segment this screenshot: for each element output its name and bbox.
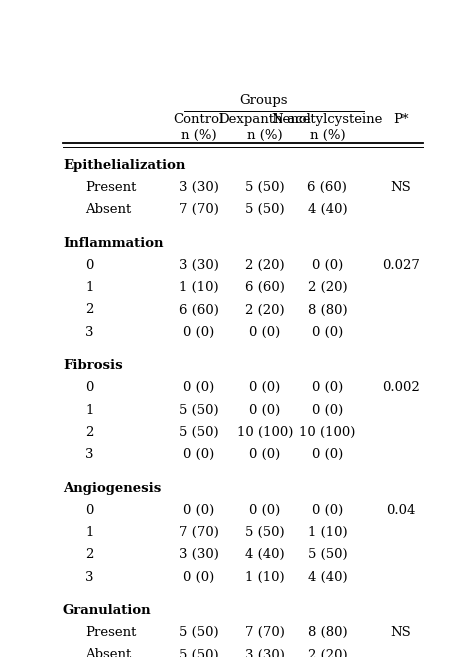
Text: 3 (30): 3 (30) [245, 648, 285, 657]
Text: 6 (60): 6 (60) [179, 304, 219, 317]
Text: 2: 2 [85, 549, 93, 561]
Text: 1: 1 [85, 281, 93, 294]
Text: 3: 3 [85, 570, 93, 583]
Text: 6 (60): 6 (60) [245, 281, 285, 294]
Text: 5 (50): 5 (50) [245, 526, 285, 539]
Text: Absent: Absent [85, 203, 131, 216]
Text: 0 (0): 0 (0) [249, 504, 281, 517]
Text: 1: 1 [85, 526, 93, 539]
Text: 0 (0): 0 (0) [312, 448, 343, 461]
Text: Control: Control [173, 113, 224, 126]
Text: 5 (50): 5 (50) [179, 648, 219, 657]
Text: 3: 3 [85, 448, 93, 461]
Text: 0 (0): 0 (0) [312, 259, 343, 272]
Text: Fibrosis: Fibrosis [63, 359, 123, 372]
Text: 1: 1 [85, 403, 93, 417]
Text: 10 (100): 10 (100) [299, 426, 356, 439]
Text: 5 (50): 5 (50) [245, 203, 285, 216]
Text: 2 (20): 2 (20) [308, 648, 347, 657]
Text: 8 (80): 8 (80) [308, 626, 347, 639]
Text: 3 (30): 3 (30) [179, 181, 219, 194]
Text: 4 (40): 4 (40) [245, 549, 285, 561]
Text: 0.002: 0.002 [382, 381, 420, 394]
Text: n (%): n (%) [310, 129, 345, 142]
Text: 10 (100): 10 (100) [237, 426, 293, 439]
Text: N-acetylcysteine: N-acetylcysteine [272, 113, 383, 126]
Text: 0 (0): 0 (0) [183, 326, 214, 339]
Text: Epithelialization: Epithelialization [63, 159, 185, 171]
Text: n (%): n (%) [247, 129, 283, 142]
Text: Granulation: Granulation [63, 604, 152, 617]
Text: 0.027: 0.027 [382, 259, 420, 272]
Text: 0.04: 0.04 [386, 504, 416, 517]
Text: 0 (0): 0 (0) [249, 403, 281, 417]
Text: 4 (40): 4 (40) [308, 570, 347, 583]
Text: 0 (0): 0 (0) [249, 381, 281, 394]
Text: 7 (70): 7 (70) [245, 626, 285, 639]
Text: 0 (0): 0 (0) [312, 381, 343, 394]
Text: NS: NS [391, 626, 411, 639]
Text: 3 (30): 3 (30) [179, 549, 219, 561]
Text: 2: 2 [85, 426, 93, 439]
Text: 0 (0): 0 (0) [183, 381, 214, 394]
Text: 0 (0): 0 (0) [183, 504, 214, 517]
Text: Angiogenesis: Angiogenesis [63, 482, 161, 495]
Text: 5 (50): 5 (50) [179, 426, 219, 439]
Text: 1 (10): 1 (10) [179, 281, 219, 294]
Text: 7 (70): 7 (70) [179, 203, 219, 216]
Text: Present: Present [85, 626, 137, 639]
Text: 5 (50): 5 (50) [245, 181, 285, 194]
Text: 0 (0): 0 (0) [183, 448, 214, 461]
Text: 0 (0): 0 (0) [249, 448, 281, 461]
Text: Dexpanthenol: Dexpanthenol [219, 113, 311, 126]
Text: P*: P* [393, 113, 409, 126]
Text: 7 (70): 7 (70) [179, 526, 219, 539]
Text: 0 (0): 0 (0) [312, 403, 343, 417]
Text: 4 (40): 4 (40) [308, 203, 347, 216]
Text: 2 (20): 2 (20) [245, 304, 285, 317]
Text: 5 (50): 5 (50) [179, 626, 219, 639]
Text: Absent: Absent [85, 648, 131, 657]
Text: NS: NS [391, 181, 411, 194]
Text: 1 (10): 1 (10) [245, 570, 285, 583]
Text: 5 (50): 5 (50) [179, 403, 219, 417]
Text: 2: 2 [85, 304, 93, 317]
Text: 8 (80): 8 (80) [308, 304, 347, 317]
Text: 0: 0 [85, 381, 93, 394]
Text: Present: Present [85, 181, 137, 194]
Text: 0: 0 [85, 504, 93, 517]
Text: 3 (30): 3 (30) [179, 259, 219, 272]
Text: 0: 0 [85, 259, 93, 272]
Text: n (%): n (%) [181, 129, 217, 142]
Text: 0 (0): 0 (0) [183, 570, 214, 583]
Text: 2 (20): 2 (20) [308, 281, 347, 294]
Text: 0 (0): 0 (0) [312, 326, 343, 339]
Text: 2 (20): 2 (20) [245, 259, 285, 272]
Text: 3: 3 [85, 326, 93, 339]
Text: 0 (0): 0 (0) [312, 504, 343, 517]
Text: Inflammation: Inflammation [63, 237, 164, 250]
Text: 6 (60): 6 (60) [308, 181, 347, 194]
Text: 1 (10): 1 (10) [308, 526, 347, 539]
Text: 5 (50): 5 (50) [308, 549, 347, 561]
Text: Groups: Groups [239, 94, 287, 107]
Text: 0 (0): 0 (0) [249, 326, 281, 339]
